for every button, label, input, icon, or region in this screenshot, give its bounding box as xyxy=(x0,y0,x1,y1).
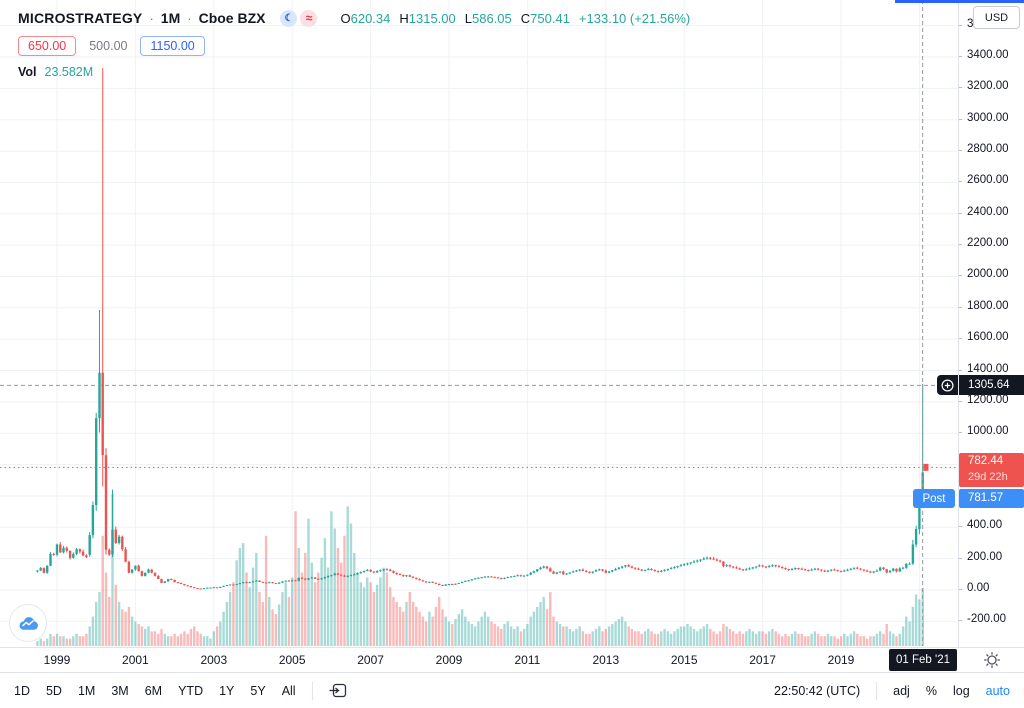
range-button-1m[interactable]: 1M xyxy=(77,683,96,698)
price-axis-border xyxy=(958,0,959,672)
axis-settings-gear-icon[interactable] xyxy=(983,651,1001,669)
symbol-legend: MICROSTRATEGY · 1M · Cboe BZX ☾ ≈ O620.3… xyxy=(18,8,690,79)
market-closed-moon-icon[interactable]: ☾ xyxy=(280,9,298,27)
tradingview-logo[interactable] xyxy=(9,604,47,642)
bottom-toolbar: 1D 5D 1M 3M 6M YTD 1Y 5Y All 22:50:42 (UTC) adj … xyxy=(0,672,1024,708)
low-value: 586.05 xyxy=(472,10,512,26)
volume-label: Vol xyxy=(18,65,37,79)
year-tick-label: 2011 xyxy=(514,653,541,667)
range-button-3m[interactable]: 3M xyxy=(111,683,129,698)
range-selector: 1D 5D 1M 3M 6M YTD 1Y 5Y All xyxy=(14,684,296,698)
year-tick-label: 2013 xyxy=(592,653,620,667)
crosshair-date-label: 01 Feb '21 xyxy=(889,649,957,671)
close-value: 750.41 xyxy=(530,10,570,26)
year-tick-label: 2009 xyxy=(435,653,463,667)
range-button-ytd[interactable]: YTD xyxy=(178,683,204,698)
range-button-1d[interactable]: 1D xyxy=(14,683,30,698)
close-key: C xyxy=(520,10,531,26)
last-price-value: 782.44 xyxy=(968,455,1004,467)
post-market-price-label: 781.57 xyxy=(959,489,1024,508)
year-tick-label: 2001 xyxy=(122,653,149,667)
year-tick-label: 2005 xyxy=(278,653,306,667)
crosshair-add-alert-icon[interactable] xyxy=(937,375,958,395)
time-axis[interactable]: 01 Feb '21 1999 2001 2003 2005 2007 2009 2011 2… xyxy=(0,647,1024,672)
range-button-5d[interactable]: 5D xyxy=(45,683,62,698)
clock-utc[interactable]: 22:50:42 (UTC) xyxy=(774,683,861,698)
currency-toggle-button[interactable]: USD xyxy=(973,6,1020,29)
bar-countdown: 29d 22h xyxy=(968,471,1008,483)
open-key: O xyxy=(340,10,351,26)
separator: · xyxy=(149,10,154,26)
volume-value: 23.582M xyxy=(44,65,94,79)
last-price-label: 782.44 29d 22h xyxy=(959,453,1024,487)
go-to-date-icon[interactable] xyxy=(329,681,348,700)
range-button-5y[interactable]: 5Y xyxy=(250,683,266,698)
exchange-label: Cboe BZX xyxy=(198,10,266,26)
interval-label[interactable]: 1M xyxy=(160,10,181,26)
post-market-badge: Post xyxy=(913,489,955,508)
year-tick-label: 2003 xyxy=(200,653,228,667)
year-tick-label: 1999 xyxy=(43,653,71,667)
loading-progress-bar xyxy=(895,0,1024,3)
post-market-approx-icon[interactable]: ≈ xyxy=(300,9,318,27)
range-button-all[interactable]: All xyxy=(281,683,296,698)
year-tick-label: 2017 xyxy=(749,653,776,667)
adjust-toggle[interactable]: adj xyxy=(893,683,910,698)
range-button-1y[interactable]: 1Y xyxy=(219,683,235,698)
toolbar-divider xyxy=(876,681,878,700)
price-axis[interactable]: 3600.003400.003200.003000.002800.002600.… xyxy=(958,0,1024,647)
log-scale-toggle[interactable]: log xyxy=(952,683,970,698)
ohlc-readout: O620.34 H1315.00 L586.05 C750.41 +133.10… xyxy=(340,11,690,26)
toolbar-divider xyxy=(311,681,313,700)
range-button-6m[interactable]: 6M xyxy=(144,683,163,698)
auto-scale-toggle[interactable]: auto xyxy=(985,683,1010,698)
open-value: 620.34 xyxy=(350,10,391,26)
crosshair-price-label: 1305.64 xyxy=(959,375,1024,395)
year-tick-label: 2019 xyxy=(827,653,855,667)
separator: · xyxy=(187,10,192,26)
candlestick-chart-pane[interactable] xyxy=(0,0,958,647)
price-level-650[interactable]: 650.00 xyxy=(18,36,77,56)
change-value: +133.10 (+21.56%) xyxy=(578,10,691,26)
price-level-1150[interactable]: 1150.00 xyxy=(140,36,205,56)
year-tick-label: 2007 xyxy=(357,653,384,667)
price-level-500[interactable]: 500.00 xyxy=(86,36,131,56)
year-tick-label: 2015 xyxy=(670,653,698,667)
symbol-name[interactable]: MICROSTRATEGY xyxy=(18,10,143,26)
high-value: 1315.00 xyxy=(408,10,456,26)
percent-scale-toggle[interactable]: % xyxy=(925,683,937,698)
high-key: H xyxy=(399,10,409,26)
low-key: L xyxy=(464,10,472,26)
